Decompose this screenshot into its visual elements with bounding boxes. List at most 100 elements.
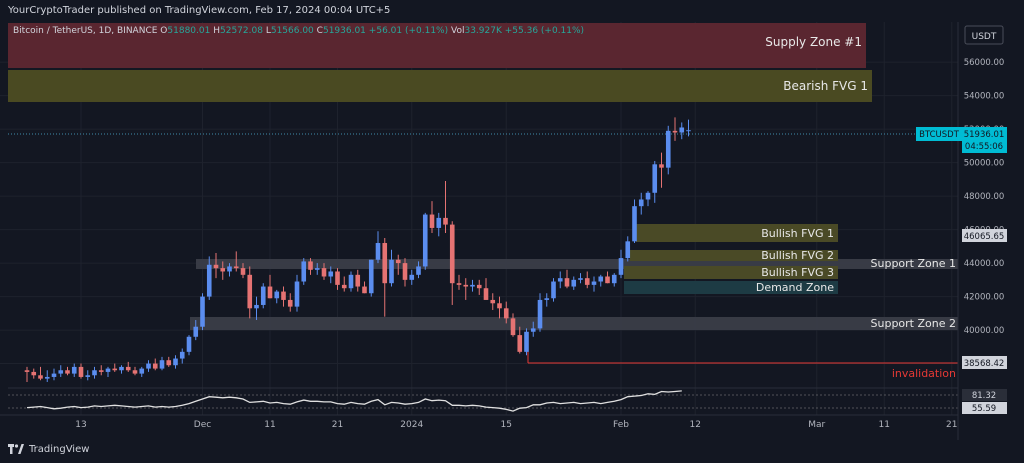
candle-body [463,284,469,287]
candle-body [341,284,347,289]
invalidation-label: invalidation [892,367,956,380]
candle-body [605,276,610,284]
bullish-fvg-1-rect [636,224,838,242]
candle [166,356,172,367]
tradingview-logo[interactable]: TradingView [8,441,89,457]
candle [92,366,97,379]
legend-high-label: H [213,26,220,36]
candle-body [679,127,685,133]
legend-high: 52572.08 [220,26,263,36]
candle-body [274,291,280,299]
candle-body [497,303,502,309]
bullish-fvg-2-label: Bullish FVG 2 [761,249,834,262]
candle [321,263,327,280]
candle [173,355,178,369]
support-zone-2-rect [190,317,958,330]
candle [240,263,246,279]
candle-body [281,291,286,300]
candle [591,276,597,292]
candle [449,221,455,305]
candle [152,358,158,371]
candle-body [220,268,226,272]
candle-body [314,268,320,270]
candle [497,296,502,319]
candle [395,254,401,275]
candle [179,348,185,364]
candle-body [382,243,388,284]
legend-open-label: O [160,26,168,36]
candle-body [564,278,570,287]
candle [578,273,583,284]
candle-body [159,360,165,369]
candle-body [443,217,448,225]
candle [490,293,496,310]
candle-body [105,368,111,372]
candle [557,271,563,289]
candle [456,274,462,290]
candle [125,361,131,372]
candle [98,365,104,376]
candle [571,276,577,290]
tradingview-logo-icon [8,443,24,454]
supply-zone-1-rect [8,23,866,68]
candle-body [146,363,151,369]
chart-canvas[interactable]: Supply Zone #1 Bearish FVG 1 Support Zon… [0,22,1024,440]
candle-body [287,299,293,307]
candle [517,326,523,354]
candle-body [227,266,232,272]
candle [362,281,367,294]
x-tick-label: 2024 [400,420,423,430]
candle-body [632,206,637,242]
x-tick-label: Mar [808,420,825,430]
x-tick-label: 12 [690,420,701,430]
candle-body [98,370,104,372]
candle [402,258,408,287]
candle [605,271,610,284]
candle-body [92,370,97,376]
candle-body [186,336,192,352]
candle [348,271,354,292]
candle [483,278,489,300]
candle [416,261,421,279]
candle-body [301,261,307,282]
candle [31,368,37,379]
candle [422,212,428,270]
currency-button[interactable] [964,25,1004,45]
candle-body [24,370,30,372]
candle [375,231,381,264]
candle-body [240,268,246,275]
candle-body [294,281,300,307]
candle-body [530,328,536,332]
candle-body [416,266,421,275]
candle-body [652,164,658,193]
candle-body [625,241,631,259]
candle-body [665,130,671,168]
candle [584,271,590,289]
legend-open: 51880.01 [167,26,211,36]
candle [44,370,50,382]
candle-body [618,258,624,275]
candle [368,259,374,297]
legend-vol-label: Vol [451,26,465,36]
level-46065-text: 46065.65 [964,232,1005,242]
candle [227,263,232,277]
candle-body [537,299,543,329]
y-tick-label: 40000.00 [964,326,1005,336]
x-tick-label: Dec [194,420,211,430]
candle [254,296,259,321]
candle-body [490,299,496,304]
candle [213,253,219,279]
candle [537,293,543,332]
candle-body [260,286,266,305]
y-tick-label: 56000.00 [964,58,1005,68]
candle-body [409,274,415,280]
bearish-fvg-1-rect [8,70,872,102]
y-tick-label: 50000.00 [964,159,1005,169]
candle-body [598,276,604,282]
candle-body [51,373,57,377]
x-tick-label: 21 [946,420,957,430]
candle [463,278,469,300]
candle-body [389,259,394,284]
bullish-fvg-3-label: Bullish FVG 3 [761,266,834,279]
candle-body [31,371,37,376]
